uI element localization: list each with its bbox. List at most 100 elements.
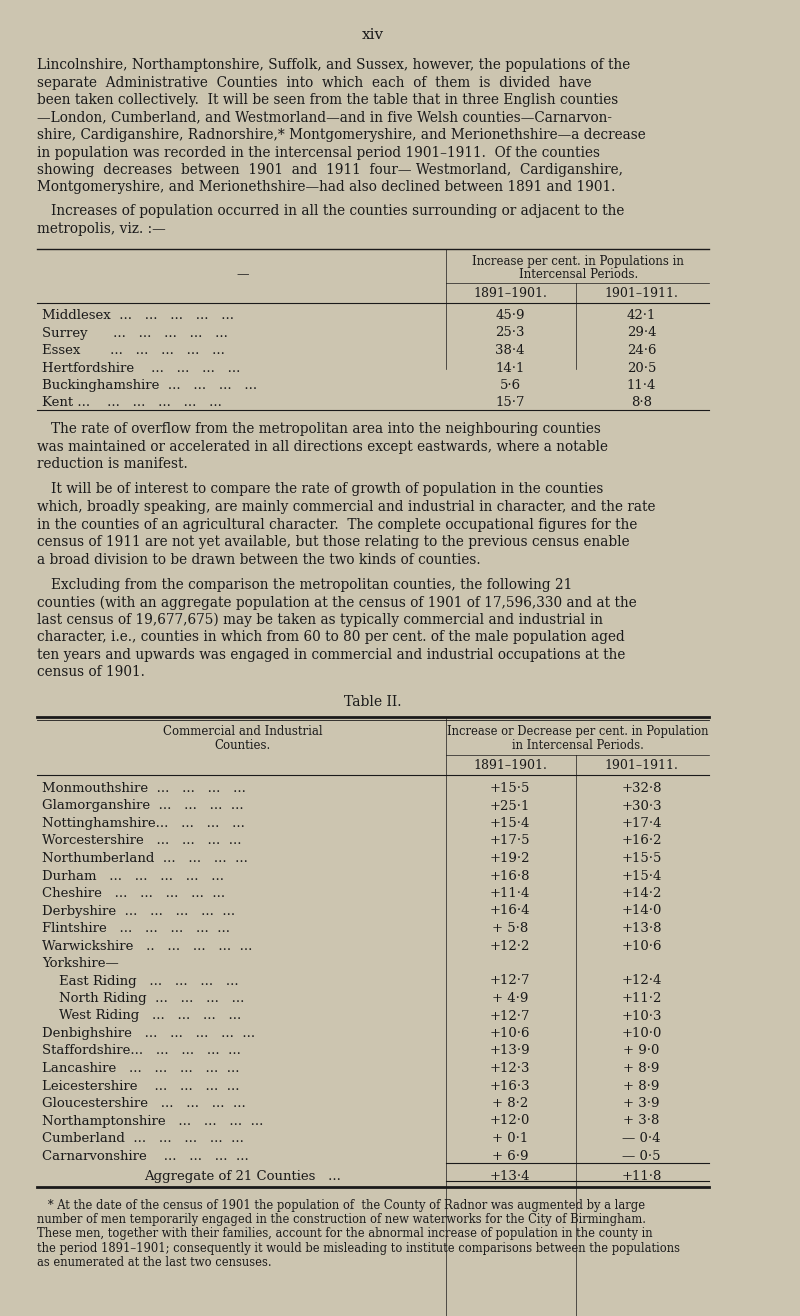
Text: +12·4: +12·4: [622, 975, 662, 987]
Text: last census of 19,677,675) may be taken as typically commercial and industrial i: last census of 19,677,675) may be taken …: [38, 613, 603, 628]
Text: +12·7: +12·7: [490, 1009, 530, 1023]
Text: xiv: xiv: [362, 28, 384, 42]
Text: Intercensal Periods.: Intercensal Periods.: [518, 268, 638, 282]
Text: Counties.: Counties.: [214, 740, 270, 751]
Text: +16·4: +16·4: [490, 904, 530, 917]
Text: Warwickshire   ..   ...   ...   ...  ...: Warwickshire .. ... ... ... ...: [42, 940, 252, 953]
Text: +12·2: +12·2: [490, 940, 530, 953]
Text: East Riding   ...   ...   ...   ...: East Riding ... ... ... ...: [42, 975, 238, 987]
Text: Staffordshire...   ...   ...   ...  ...: Staffordshire... ... ... ... ...: [42, 1045, 241, 1058]
Text: Essex       ...   ...   ...   ...   ...: Essex ... ... ... ... ...: [42, 343, 225, 357]
Text: +17·4: +17·4: [622, 817, 662, 830]
Text: a broad division to be drawn between the two kinds of counties.: a broad division to be drawn between the…: [38, 553, 481, 566]
Text: 1891–1901.: 1891–1901.: [473, 759, 547, 772]
Text: Worcestershire   ...   ...   ...  ...: Worcestershire ... ... ... ...: [42, 834, 242, 848]
Text: reduction is manifest.: reduction is manifest.: [38, 457, 188, 471]
Text: was maintained or accelerated in all directions except eastwards, where a notabl: was maintained or accelerated in all dir…: [38, 440, 608, 454]
Text: Aggregate of 21 Counties   ...: Aggregate of 21 Counties ...: [144, 1170, 341, 1183]
Text: 42·1: 42·1: [627, 309, 656, 322]
Text: +10·0: +10·0: [622, 1026, 662, 1040]
Text: counties (with an aggregate population at the census of 1901 of 17,596,330 and a: counties (with an aggregate population a…: [38, 596, 637, 609]
Text: Northumberland  ...   ...   ...  ...: Northumberland ... ... ... ...: [42, 851, 248, 865]
Text: Montgomeryshire, and Merionethshire—had also declined between 1891 and 1901.: Montgomeryshire, and Merionethshire—had …: [38, 180, 616, 195]
Text: + 5·8: + 5·8: [492, 923, 528, 934]
Text: +12·0: +12·0: [490, 1115, 530, 1128]
Text: Glamorganshire  ...   ...   ...  ...: Glamorganshire ... ... ... ...: [42, 800, 243, 812]
Text: 8·8: 8·8: [631, 396, 652, 409]
Text: + 3·8: + 3·8: [623, 1115, 660, 1128]
Text: +32·8: +32·8: [622, 782, 662, 795]
Text: Increase per cent. in Populations in: Increase per cent. in Populations in: [472, 255, 684, 268]
Text: 29·4: 29·4: [627, 326, 656, 340]
Text: + 6·9: + 6·9: [492, 1149, 528, 1162]
Text: * At the date of the census of 1901 the population of  the County of Radnor was : * At the date of the census of 1901 the …: [38, 1199, 646, 1212]
Text: Durham   ...   ...   ...   ...   ...: Durham ... ... ... ... ...: [42, 870, 224, 883]
Text: Commercial and Industrial: Commercial and Industrial: [162, 725, 322, 738]
Text: Excluding from the comparison the metropolitan counties, the following 21: Excluding from the comparison the metrop…: [51, 578, 573, 592]
Text: These men, together with their families, account for the abnormal increase of po: These men, together with their families,…: [38, 1228, 653, 1241]
Text: 20·5: 20·5: [627, 362, 656, 375]
Text: character, i.e., counties in which from 60 to 80 per cent. of the male populatio: character, i.e., counties in which from …: [38, 630, 625, 645]
Text: 15·7: 15·7: [495, 396, 525, 409]
Text: Monmouthshire  ...   ...   ...   ...: Monmouthshire ... ... ... ...: [42, 782, 246, 795]
Text: The rate of overflow from the metropolitan area into the neighbouring counties: The rate of overflow from the metropolit…: [51, 422, 601, 436]
Text: Middlesex  ...   ...   ...   ...   ...: Middlesex ... ... ... ... ...: [42, 309, 234, 322]
Text: +10·3: +10·3: [622, 1009, 662, 1023]
Text: Denbighshire   ...   ...   ...   ...  ...: Denbighshire ... ... ... ... ...: [42, 1026, 255, 1040]
Text: the period 1891–1901; consequently it would be misleading to institute compariso: the period 1891–1901; consequently it wo…: [38, 1242, 680, 1255]
Text: Kent ...    ...   ...   ...   ...   ...: Kent ... ... ... ... ... ...: [42, 396, 222, 409]
Text: +11·2: +11·2: [622, 992, 662, 1005]
Text: +17·5: +17·5: [490, 834, 530, 848]
Text: —London, Cumberland, and Westmorland—and in five Welsh counties—Carnarvon-: —London, Cumberland, and Westmorland—and…: [38, 111, 612, 125]
Text: +13·8: +13·8: [622, 923, 662, 934]
Text: metropolis, viz. :—: metropolis, viz. :—: [38, 221, 166, 236]
Text: +15·4: +15·4: [490, 817, 530, 830]
Text: +14·2: +14·2: [622, 887, 662, 900]
Text: +19·2: +19·2: [490, 851, 530, 865]
Text: + 0·1: + 0·1: [492, 1132, 528, 1145]
Text: — 0·4: — 0·4: [622, 1132, 661, 1145]
Text: Carnarvonshire    ...   ...   ...  ...: Carnarvonshire ... ... ... ...: [42, 1149, 249, 1162]
Text: Cumberland  ...   ...   ...   ...  ...: Cumberland ... ... ... ... ...: [42, 1132, 244, 1145]
Text: census of 1911 are not yet available, but those relating to the previous census : census of 1911 are not yet available, bu…: [38, 536, 630, 549]
Text: 38·4: 38·4: [495, 343, 525, 357]
Text: North Riding  ...   ...   ...   ...: North Riding ... ... ... ...: [42, 992, 244, 1005]
Text: 1901–1911.: 1901–1911.: [605, 287, 678, 300]
Text: 11·4: 11·4: [627, 379, 656, 392]
Text: showing  decreases  between  1901  and  1911  four— Westmorland,  Cardiganshire,: showing decreases between 1901 and 1911 …: [38, 163, 623, 176]
Text: + 8·2: + 8·2: [492, 1098, 528, 1109]
Text: ten years and upwards was engaged in commercial and industrial occupations at th: ten years and upwards was engaged in com…: [38, 647, 626, 662]
Text: Gloucestershire   ...   ...   ...  ...: Gloucestershire ... ... ... ...: [42, 1098, 246, 1109]
Text: 5·6: 5·6: [499, 379, 521, 392]
Text: census of 1901.: census of 1901.: [38, 666, 145, 679]
Text: 24·6: 24·6: [627, 343, 656, 357]
Text: +13·9: +13·9: [490, 1045, 530, 1058]
Text: which, broadly speaking, are mainly commercial and industrial in character, and : which, broadly speaking, are mainly comm…: [38, 500, 656, 515]
Text: +13·4: +13·4: [490, 1170, 530, 1183]
Text: Flintshire   ...   ...   ...   ...  ...: Flintshire ... ... ... ... ...: [42, 923, 230, 934]
Text: shire, Cardiganshire, Radnorshire,* Montgomeryshire, and Merionethshire—a decrea: shire, Cardiganshire, Radnorshire,* Mont…: [38, 128, 646, 142]
Text: Buckinghamshire  ...   ...   ...   ...: Buckinghamshire ... ... ... ...: [42, 379, 257, 392]
Text: 1901–1911.: 1901–1911.: [605, 759, 678, 772]
Text: +16·3: +16·3: [490, 1079, 530, 1092]
Text: + 8·9: + 8·9: [623, 1079, 660, 1092]
Text: 45·9: 45·9: [495, 309, 525, 322]
Text: +25·1: +25·1: [490, 800, 530, 812]
Text: +12·7: +12·7: [490, 975, 530, 987]
Text: Leicestershire    ...   ...   ...  ...: Leicestershire ... ... ... ...: [42, 1079, 239, 1092]
Text: 1891–1901.: 1891–1901.: [473, 287, 547, 300]
Text: Hertfordshire    ...   ...   ...   ...: Hertfordshire ... ... ... ...: [42, 362, 240, 375]
Text: +10·6: +10·6: [622, 940, 662, 953]
Text: Lancashire   ...   ...   ...   ...  ...: Lancashire ... ... ... ... ...: [42, 1062, 239, 1075]
Text: +16·2: +16·2: [622, 834, 662, 848]
Text: +11·8: +11·8: [622, 1170, 662, 1183]
Text: separate  Administrative  Counties  into  which  each  of  them  is  divided  ha: separate Administrative Counties into wh…: [38, 75, 592, 89]
Text: +30·3: +30·3: [622, 800, 662, 812]
Text: +12·3: +12·3: [490, 1062, 530, 1075]
Text: Surrey      ...   ...   ...   ...   ...: Surrey ... ... ... ... ...: [42, 326, 228, 340]
Text: in Intercensal Periods.: in Intercensal Periods.: [512, 740, 644, 751]
Text: +15·5: +15·5: [490, 782, 530, 795]
Text: + 3·9: + 3·9: [623, 1098, 660, 1109]
Text: Derbyshire  ...   ...   ...   ...  ...: Derbyshire ... ... ... ... ...: [42, 904, 235, 917]
Text: Table II.: Table II.: [344, 695, 402, 709]
